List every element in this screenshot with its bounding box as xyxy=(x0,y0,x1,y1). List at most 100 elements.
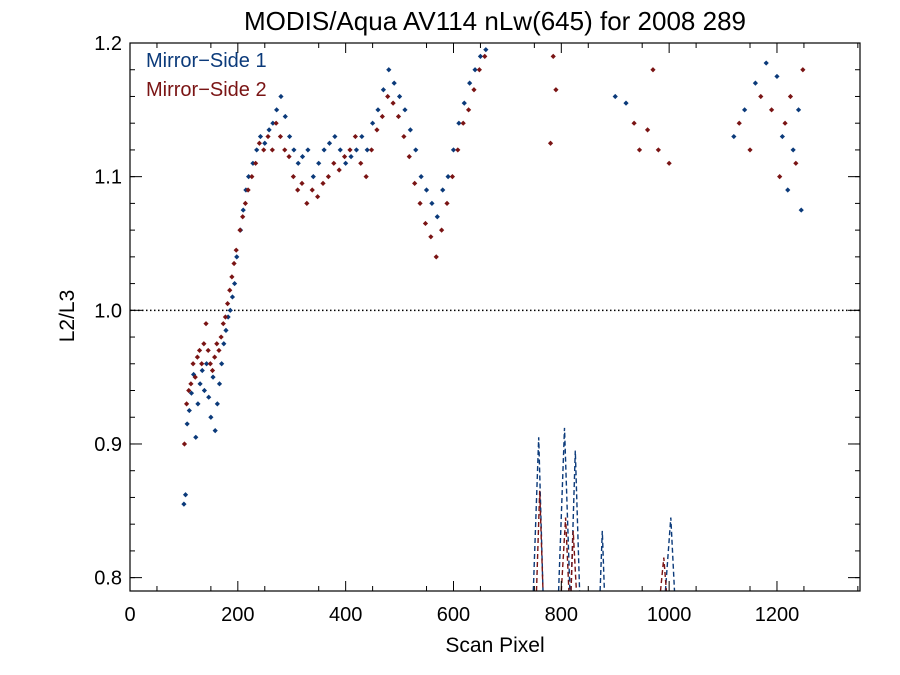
data-point xyxy=(336,167,342,173)
data-point xyxy=(406,154,412,160)
data-point xyxy=(782,120,788,126)
data-point xyxy=(295,187,301,193)
data-point xyxy=(391,80,397,86)
data-point xyxy=(402,107,408,113)
data-point xyxy=(273,120,279,126)
data-point xyxy=(199,367,205,374)
data-point xyxy=(752,80,759,86)
data-point xyxy=(190,361,196,367)
data-point xyxy=(348,154,354,160)
data-point xyxy=(249,174,255,180)
data-point xyxy=(363,174,369,180)
plot-area xyxy=(130,47,860,591)
data-point xyxy=(257,133,264,140)
data-point xyxy=(277,133,284,140)
data-point xyxy=(278,93,284,100)
x-axis-label: Scan Pixel xyxy=(445,634,544,657)
x-tick-label: 400 xyxy=(329,604,362,626)
data-point xyxy=(623,100,629,106)
data-point xyxy=(188,390,195,396)
data-point xyxy=(433,254,439,260)
series-1 xyxy=(181,47,804,591)
data-point xyxy=(631,120,637,126)
x-tick-label: 200 xyxy=(221,604,254,626)
data-point xyxy=(309,187,315,193)
data-point xyxy=(445,174,451,180)
data-point xyxy=(265,133,271,140)
data-point xyxy=(231,260,237,267)
data-point xyxy=(240,214,246,220)
legend-entry-2: Mirror−Side 2 xyxy=(146,79,267,101)
data-point xyxy=(774,73,780,80)
data-point xyxy=(203,321,209,327)
data-point xyxy=(223,327,229,333)
data-point xyxy=(467,80,473,86)
data-point xyxy=(476,67,482,73)
data-point xyxy=(768,107,775,113)
data-point xyxy=(219,361,225,367)
dashed-spike xyxy=(560,517,570,591)
data-point xyxy=(343,160,349,166)
data-point xyxy=(194,354,200,360)
data-point xyxy=(254,147,260,153)
data-point xyxy=(214,341,220,347)
dashed-spike xyxy=(570,450,581,591)
data-point xyxy=(364,147,370,153)
data-point xyxy=(212,428,218,434)
data-point xyxy=(286,154,292,160)
data-point xyxy=(201,341,207,347)
data-point xyxy=(295,160,301,166)
data-point xyxy=(218,334,224,340)
data-point xyxy=(332,133,338,140)
data-point xyxy=(256,140,262,146)
data-point xyxy=(396,93,403,100)
chart-title: MODIS/Aqua AV114 nLw(645) for 2008 289 xyxy=(244,6,746,36)
dashed-spike xyxy=(557,427,571,591)
data-point xyxy=(612,93,618,100)
y-tick-label: 1.2 xyxy=(94,33,122,55)
data-point xyxy=(461,100,467,106)
data-point xyxy=(320,180,326,186)
dashed-spike xyxy=(664,517,676,591)
data-point xyxy=(352,133,358,140)
data-point xyxy=(337,147,343,153)
data-point xyxy=(440,187,446,193)
data-point xyxy=(304,200,310,206)
data-point xyxy=(286,133,293,140)
data-point xyxy=(282,113,288,120)
axis-ticks: 0 200 400 600 800 1000 1200 0.8 0.9 1.0 1.1 1.2 xyxy=(94,33,860,626)
x-tick-label: 800 xyxy=(545,604,578,626)
data-point xyxy=(270,120,276,126)
data-point xyxy=(220,321,226,327)
data-point xyxy=(305,147,311,153)
data-point xyxy=(359,133,365,140)
data-point xyxy=(315,194,321,200)
data-point xyxy=(380,87,386,93)
data-point xyxy=(795,107,802,113)
data-point xyxy=(413,147,419,153)
data-point xyxy=(407,127,413,133)
data-point xyxy=(644,127,651,133)
data-point xyxy=(229,294,236,300)
data-point xyxy=(650,67,656,73)
data-point xyxy=(186,407,192,414)
data-point xyxy=(370,120,376,126)
data-point xyxy=(299,154,306,160)
data-point xyxy=(800,67,806,73)
data-point xyxy=(449,174,456,180)
data-point xyxy=(274,107,280,113)
data-point xyxy=(186,387,192,394)
data-point xyxy=(212,354,218,360)
data-point xyxy=(209,367,216,374)
data-point xyxy=(193,434,199,440)
data-point xyxy=(227,307,233,313)
data-point xyxy=(742,107,748,113)
data-point xyxy=(184,401,190,407)
data-point xyxy=(261,147,267,153)
data-point xyxy=(316,160,322,166)
data-point xyxy=(390,100,396,106)
data-point xyxy=(269,147,275,153)
data-point xyxy=(428,234,434,240)
plot-frame xyxy=(129,42,861,592)
